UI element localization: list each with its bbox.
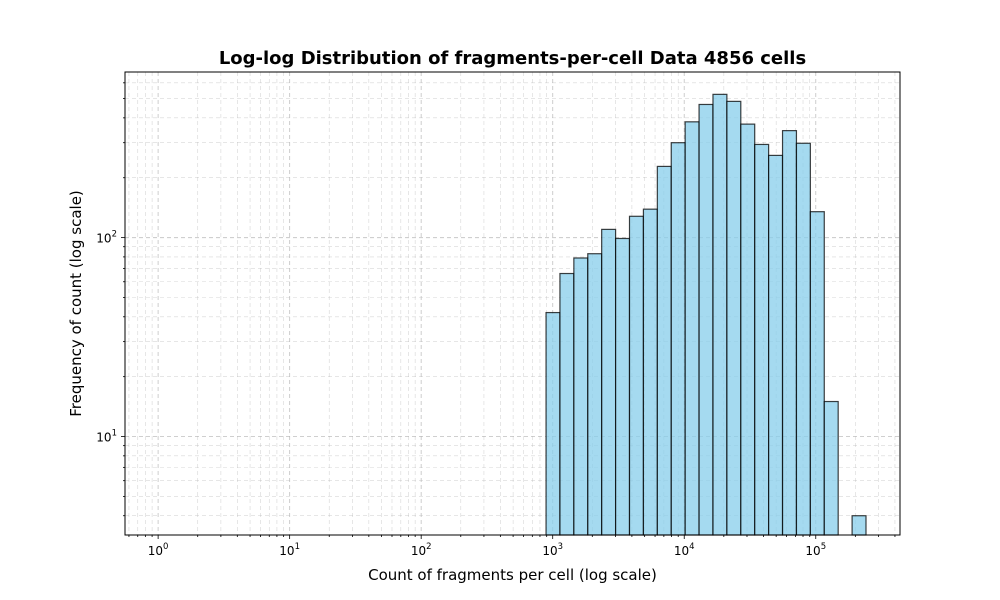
histogram-bar — [614, 237, 631, 536]
histogram-bar — [601, 228, 617, 536]
histogram-bar — [573, 257, 589, 536]
chart-title: Log-log Distribution of fragments-per-ce… — [219, 48, 806, 69]
histogram-bar — [781, 130, 798, 536]
axis-ticks — [121, 82, 896, 539]
histogram-bar — [740, 123, 756, 536]
histogram-bar — [698, 103, 714, 536]
histogram-bar — [670, 142, 686, 536]
histogram-bar — [809, 211, 825, 536]
x-tick-label: 101 — [279, 542, 300, 558]
plot-area-frame — [124, 71, 901, 536]
x-tick-label: 102 — [411, 542, 432, 558]
histogram-bar — [823, 400, 839, 536]
x-axis-tick-labels: 100 101 102 103 104 105 — [148, 542, 826, 558]
histogram-bar — [851, 515, 867, 536]
histogram-bar — [754, 143, 770, 536]
x-tick-label: 105 — [805, 542, 826, 558]
histogram-bar — [712, 93, 728, 536]
histogram-bar — [642, 208, 658, 536]
x-tick-label: 104 — [674, 542, 695, 558]
histogram-bar — [587, 253, 603, 536]
histogram-bar — [795, 142, 811, 536]
histogram-bar — [628, 215, 645, 536]
histogram-bar — [545, 311, 561, 536]
y-axis-label: Frequency of count (log scale) — [67, 190, 85, 417]
x-axis-label: Count of fragments per cell (log scale) — [368, 566, 657, 584]
y-tick-label: 101 — [96, 429, 117, 445]
histogram-bar — [559, 272, 575, 536]
histogram-bars — [545, 93, 867, 536]
x-tick-label: 100 — [148, 542, 169, 558]
histogram-bar — [726, 100, 742, 536]
x-tick-label: 103 — [542, 542, 563, 558]
histogram-bar — [656, 165, 672, 536]
y-tick-label: 102 — [96, 230, 117, 246]
histogram-bar — [684, 121, 700, 536]
histogram-bar — [768, 154, 784, 536]
y-axis-tick-labels: 101 102 — [96, 230, 117, 445]
